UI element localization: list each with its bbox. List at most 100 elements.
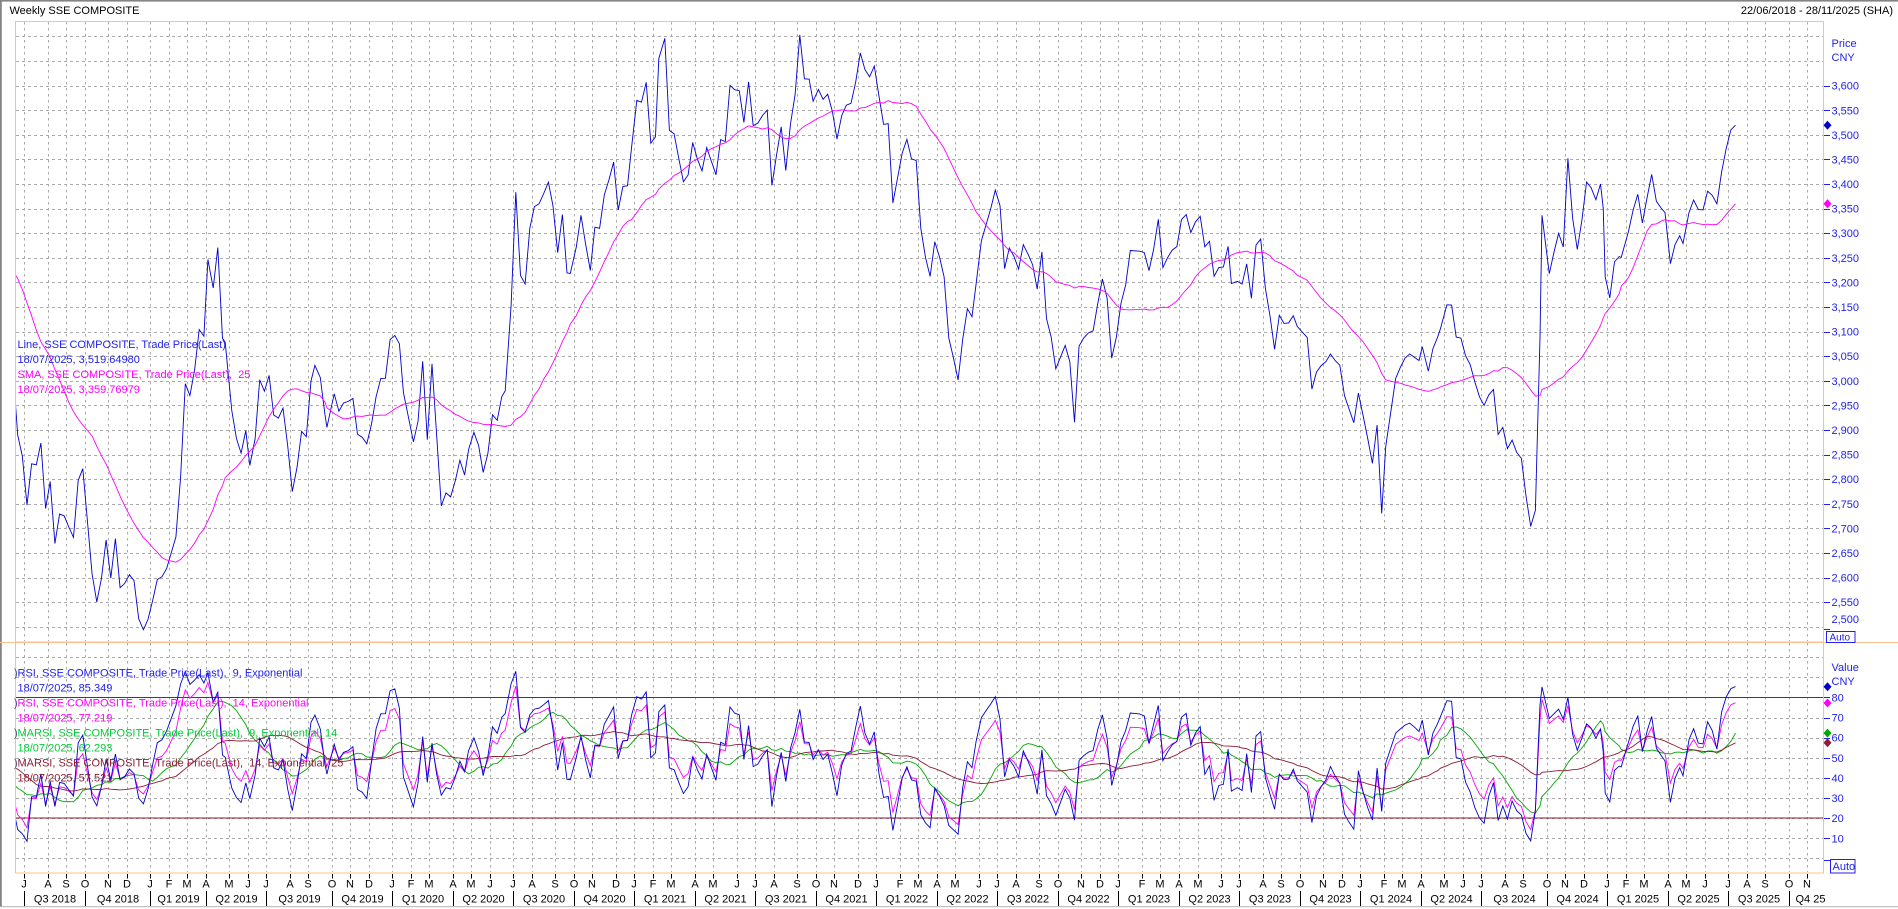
svg-text:F: F xyxy=(1139,879,1146,891)
svg-text:A: A xyxy=(1012,879,1020,891)
svg-text:2,900: 2,900 xyxy=(1832,425,1860,437)
svg-text:J: J xyxy=(994,879,1000,891)
svg-text:A: A xyxy=(286,879,294,891)
svg-text:10: 10 xyxy=(1832,833,1844,845)
svg-text:J: J xyxy=(147,879,153,891)
svg-text:3,500: 3,500 xyxy=(1832,130,1860,142)
svg-text:RSI, SSE COMPOSITE, Trade Pric: RSI, SSE COMPOSITE, Trade Price(Last), 9… xyxy=(18,668,303,680)
svg-text:30: 30 xyxy=(1832,793,1844,805)
svg-text:J: J xyxy=(873,879,879,891)
svg-text:3,550: 3,550 xyxy=(1832,105,1860,117)
svg-text:A: A xyxy=(770,879,778,891)
svg-text:3,450: 3,450 xyxy=(1832,154,1860,166)
svg-text:F: F xyxy=(166,879,173,891)
svg-text:N: N xyxy=(104,879,112,891)
svg-text:Q3 2021: Q3 2021 xyxy=(765,894,807,906)
svg-text:D: D xyxy=(1338,879,1346,891)
svg-text:2,550: 2,550 xyxy=(1832,597,1860,609)
svg-text:J: J xyxy=(1702,879,1708,891)
svg-text:18/07/2025, 3,519.64980: 18/07/2025, 3,519.64980 xyxy=(18,354,140,366)
svg-text:40: 40 xyxy=(1832,773,1844,785)
svg-text:3,300: 3,300 xyxy=(1832,228,1860,240)
svg-text:18/07/2025, 57.521: 18/07/2025, 57.521 xyxy=(18,773,113,785)
svg-text:50: 50 xyxy=(1832,753,1844,765)
svg-text:Q4 2019: Q4 2019 xyxy=(341,894,383,906)
svg-text:18/07/2025, 3,359.76979: 18/07/2025, 3,359.76979 xyxy=(18,384,140,396)
svg-text:70: 70 xyxy=(1832,713,1844,725)
svg-text:O: O xyxy=(1785,879,1794,891)
svg-text:M: M xyxy=(182,879,191,891)
svg-text:MARSI, SSE COMPOSITE, Trade Pr: MARSI, SSE COMPOSITE, Trade Price(Last),… xyxy=(18,758,344,770)
svg-text:F: F xyxy=(650,879,657,891)
svg-text:20: 20 xyxy=(1832,813,1844,825)
svg-text:M: M xyxy=(1439,879,1448,891)
svg-text:2,700: 2,700 xyxy=(1832,523,1860,535)
svg-text:J: J xyxy=(734,879,740,891)
svg-text:D: D xyxy=(123,879,131,891)
svg-text:2,950: 2,950 xyxy=(1832,400,1860,412)
svg-text:S: S xyxy=(551,879,558,891)
svg-text:N: N xyxy=(1803,879,1811,891)
svg-text:N: N xyxy=(346,879,354,891)
svg-text:S: S xyxy=(62,879,69,891)
svg-text:A: A xyxy=(1175,879,1183,891)
svg-text:J: J xyxy=(752,879,758,891)
svg-text:3,100: 3,100 xyxy=(1832,327,1860,339)
svg-text:): ) xyxy=(14,698,18,710)
svg-text:): ) xyxy=(14,668,18,680)
svg-text:S: S xyxy=(1277,879,1284,891)
svg-text:J: J xyxy=(1725,879,1731,891)
svg-text:2,600: 2,600 xyxy=(1832,573,1860,585)
svg-text:N: N xyxy=(1561,879,1569,891)
svg-text:SMA, SSE COMPOSITE, Trade Pric: SMA, SSE COMPOSITE, Trade Price(Last), 2… xyxy=(18,369,251,381)
svg-text:N: N xyxy=(1319,879,1327,891)
svg-text:18/07/2025, 62.293: 18/07/2025, 62.293 xyxy=(18,743,113,755)
svg-text:2,500: 2,500 xyxy=(1832,614,1860,626)
svg-text:J: J xyxy=(631,879,637,891)
svg-text:A: A xyxy=(528,879,536,891)
svg-text:CNY: CNY xyxy=(1832,52,1856,64)
svg-text:F: F xyxy=(408,879,415,891)
svg-text:A: A xyxy=(449,879,457,891)
svg-text:3,400: 3,400 xyxy=(1832,179,1860,191)
svg-text:J: J xyxy=(1236,879,1242,891)
svg-text:J: J xyxy=(1115,879,1121,891)
svg-text:CNY: CNY xyxy=(1832,676,1856,688)
svg-text:J: J xyxy=(487,879,493,891)
svg-text:O: O xyxy=(570,879,579,891)
svg-text:3,250: 3,250 xyxy=(1832,253,1860,265)
svg-text:80: 80 xyxy=(1832,692,1844,704)
svg-text:A: A xyxy=(1501,879,1509,891)
svg-text:J: J xyxy=(510,879,516,891)
svg-text:Q2 2022: Q2 2022 xyxy=(946,894,988,906)
svg-text:O: O xyxy=(328,879,337,891)
svg-text:2,750: 2,750 xyxy=(1832,499,1860,511)
svg-text:N: N xyxy=(1077,879,1085,891)
svg-text:S: S xyxy=(1519,879,1526,891)
svg-text:Q4 2023: Q4 2023 xyxy=(1309,894,1351,906)
svg-text:3,200: 3,200 xyxy=(1832,277,1860,289)
svg-text:M: M xyxy=(1397,879,1406,891)
svg-text:F: F xyxy=(897,879,904,891)
svg-text:18/07/2025, 85.349: 18/07/2025, 85.349 xyxy=(18,683,113,695)
svg-text:18/07/2025, 77.219: 18/07/2025, 77.219 xyxy=(18,713,113,725)
svg-text:S: S xyxy=(304,879,311,891)
svg-text:A: A xyxy=(1664,879,1672,891)
svg-text:): ) xyxy=(14,728,18,740)
svg-text:Q3 2020: Q3 2020 xyxy=(523,894,565,906)
svg-text:M: M xyxy=(666,879,675,891)
svg-text:D: D xyxy=(854,879,862,891)
svg-text:Q1 2022: Q1 2022 xyxy=(886,894,928,906)
svg-text:O: O xyxy=(1296,879,1305,891)
svg-text:Q1 2021: Q1 2021 xyxy=(644,894,686,906)
svg-text:M: M xyxy=(1193,879,1202,891)
svg-text:Q4 25: Q4 25 xyxy=(1796,894,1826,906)
svg-text:M: M xyxy=(224,879,233,891)
svg-text:Q3 2019: Q3 2019 xyxy=(278,894,320,906)
svg-text:Q1 2020: Q1 2020 xyxy=(402,894,444,906)
svg-text:M: M xyxy=(1155,879,1164,891)
svg-text:M: M xyxy=(708,879,717,891)
svg-text:22/06/2018 - 28/11/2025 (SHA): 22/06/2018 - 28/11/2025 (SHA) xyxy=(1741,5,1893,17)
svg-text:J: J xyxy=(389,879,395,891)
svg-text:F: F xyxy=(1381,879,1388,891)
